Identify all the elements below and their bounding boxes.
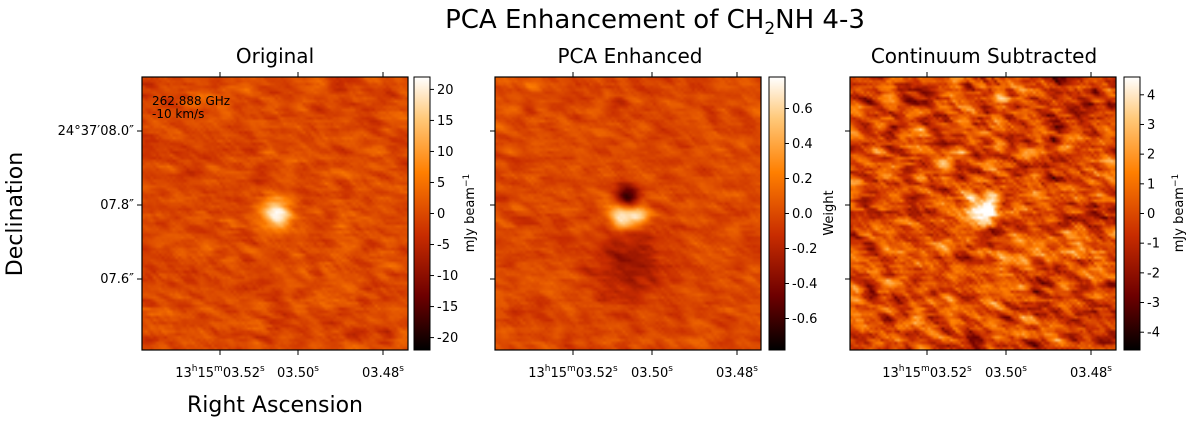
ra-tick-label-major: 13h15m03.52s bbox=[528, 364, 618, 381]
colorbar-tick-label: 10 bbox=[437, 145, 454, 160]
dec-tick-label: 24°37′08.0″ bbox=[58, 124, 134, 139]
ra-tick-label-major: 13h15m03.52s bbox=[882, 364, 972, 381]
colorbar-tick-label: 15 bbox=[437, 114, 454, 129]
colorbar-ticks: 4 3 2 1 0 -1 -2 -3 -4 bbox=[1140, 88, 1160, 341]
colorbar-tick-label: 5 bbox=[437, 176, 445, 191]
x-ticks bbox=[926, 72, 1092, 355]
colorbar-tick-label: -0.4 bbox=[792, 277, 817, 292]
heatmap-image bbox=[142, 77, 408, 350]
colorbar-tick-label: 1 bbox=[1147, 177, 1155, 192]
colorbar-tick-label: -15 bbox=[437, 300, 458, 315]
colorbar bbox=[413, 76, 431, 351]
panel-title: PCA Enhanced bbox=[558, 44, 703, 68]
plot-frame bbox=[494, 76, 762, 351]
heatmap-image bbox=[495, 77, 761, 350]
colorbar-tick-label: -0.6 bbox=[792, 312, 817, 327]
y-ticks bbox=[490, 130, 495, 280]
figure-title: PCA Enhancement of CH2NH 4-3 bbox=[445, 5, 865, 39]
y-ticks bbox=[845, 130, 850, 280]
colorbar bbox=[1123, 76, 1141, 351]
x-ticks bbox=[219, 72, 384, 355]
colorbar-tick-label: -5 bbox=[437, 238, 450, 253]
panel-title: Original bbox=[236, 44, 314, 68]
panel-original: Original 24°37′08.0″ 07.8″ 07.6″ 13h15m0… bbox=[58, 44, 478, 381]
y-ticks bbox=[137, 130, 142, 280]
colorbar-tick-label: -20 bbox=[437, 331, 458, 346]
colorbar-label: mJy beam−1 bbox=[462, 174, 478, 252]
colorbar-tick-label: -10 bbox=[437, 269, 458, 284]
colorbar-tick-label: 2 bbox=[1147, 148, 1155, 163]
ra-tick-label: 03.48s bbox=[362, 364, 404, 381]
colorbar-tick-label: -0.2 bbox=[792, 242, 817, 257]
frequency-annotation: 262.888 GHz bbox=[152, 94, 230, 108]
colorbar-tick-label: -4 bbox=[1147, 326, 1160, 341]
colorbar-tick-label: 4 bbox=[1147, 88, 1155, 103]
colorbar-tick-label: 0 bbox=[437, 207, 445, 222]
dec-tick-label: 07.6″ bbox=[100, 272, 134, 287]
colorbar-tick-label: 3 bbox=[1147, 118, 1155, 133]
y-axis-label: Declination bbox=[3, 152, 28, 276]
colorbar-label: Weight bbox=[822, 190, 837, 235]
ra-tick-label-major: 13h15m03.52s bbox=[175, 364, 265, 381]
ra-tick-label: 03.50s bbox=[631, 364, 673, 381]
colorbar bbox=[768, 76, 786, 351]
ra-tick-label: 03.50s bbox=[985, 364, 1027, 381]
panel-pca-enhanced: PCA Enhanced 13h15m03.52s 03.50s 03.48s … bbox=[490, 44, 837, 381]
ra-tick-label: 03.48s bbox=[1070, 364, 1112, 381]
dec-tick-label: 07.8″ bbox=[100, 198, 134, 213]
panel-continuum-subtracted: Continuum Subtracted 13h15m03.52s 03.50s… bbox=[845, 44, 1187, 381]
plot-frame bbox=[141, 76, 409, 351]
colorbar-ticks: 0.6 0.4 0.2 0.0 -0.2 -0.4 -0.6 bbox=[785, 102, 817, 327]
colorbar-tick-label: 0.6 bbox=[792, 102, 813, 117]
colorbar-tick-label: -3 bbox=[1147, 296, 1160, 311]
ra-tick-label: 03.50s bbox=[277, 364, 319, 381]
colorbar-tick-label: 0.0 bbox=[792, 207, 813, 222]
colorbar-tick-label: 0.4 bbox=[792, 137, 813, 152]
plot-frame bbox=[849, 76, 1117, 351]
colorbar-ticks: 20 15 10 5 0 -5 -10 -15 -20 bbox=[430, 83, 458, 346]
velocity-annotation: -10 km/s bbox=[152, 107, 204, 121]
x-axis-label: Right Ascension bbox=[187, 393, 363, 418]
panel-title: Continuum Subtracted bbox=[871, 44, 1097, 68]
heatmap-image bbox=[850, 77, 1116, 350]
colorbar-label: mJy beam−1 bbox=[1171, 174, 1187, 252]
x-ticks bbox=[572, 72, 738, 355]
colorbar-tick-label: -2 bbox=[1147, 266, 1160, 281]
colorbar-tick-label: 20 bbox=[437, 83, 454, 98]
ra-tick-label: 03.48s bbox=[716, 364, 758, 381]
colorbar-tick-label: -1 bbox=[1147, 237, 1160, 252]
colorbar-tick-label: 0 bbox=[1147, 207, 1155, 222]
colorbar-tick-label: 0.2 bbox=[792, 172, 813, 187]
